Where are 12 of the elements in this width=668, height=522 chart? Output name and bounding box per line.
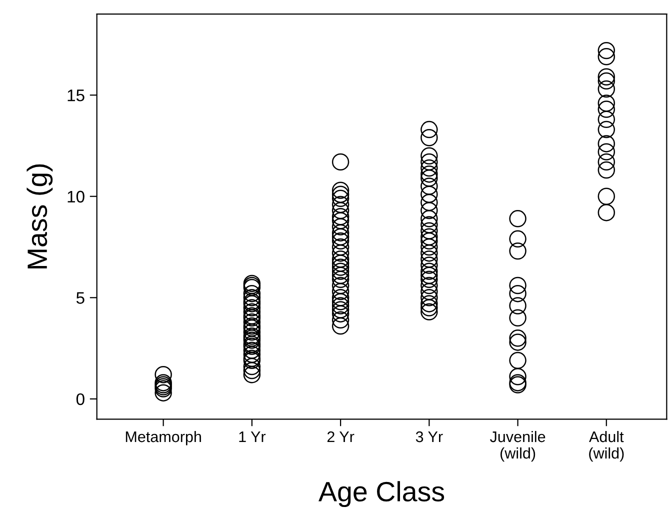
y-tick-label: 15	[68, 90, 84, 102]
x-tick-label: Metamorph	[126, 430, 201, 446]
y-tick-label: 5	[76, 292, 84, 304]
x-tick-label: 2 Yr	[327, 431, 354, 442]
y-tick-label: 10	[68, 190, 84, 203]
x-axis-title: Age Class	[318, 481, 444, 508]
x-tick-label: 3 Yr	[416, 431, 443, 442]
x-tick-label: 1 Yr	[239, 432, 266, 442]
x-tick-label: Adult (wild)	[589, 430, 624, 462]
y-axis-title: Mass (g)	[26, 164, 53, 268]
x-tick-label: Juvenile (wild)	[490, 430, 546, 462]
y-tick-label: 0	[76, 393, 84, 406]
